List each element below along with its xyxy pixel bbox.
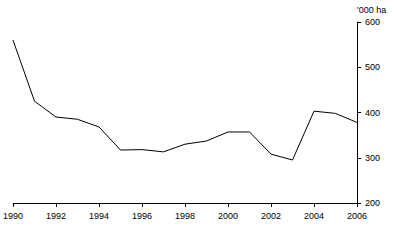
svg-text:600: 600 [365, 17, 380, 27]
svg-text:2006: 2006 [347, 211, 367, 221]
svg-text:500: 500 [365, 62, 380, 72]
svg-text:300: 300 [365, 153, 380, 163]
svg-text:400: 400 [365, 108, 380, 118]
svg-text:2000: 2000 [218, 211, 238, 221]
svg-text:2002: 2002 [261, 211, 281, 221]
svg-text:1998: 1998 [175, 211, 195, 221]
svg-text:1992: 1992 [46, 211, 66, 221]
svg-text:2004: 2004 [304, 211, 324, 221]
svg-text:1990: 1990 [3, 211, 23, 221]
svg-text:1996: 1996 [132, 211, 152, 221]
svg-text:'000 ha: '000 ha [357, 5, 386, 15]
svg-text:1994: 1994 [89, 211, 109, 221]
svg-text:200: 200 [365, 198, 380, 208]
